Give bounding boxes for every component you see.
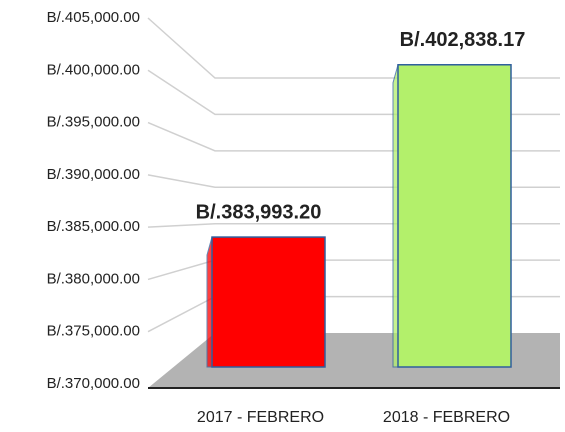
y-tick-label: B/.390,000.00 — [47, 166, 140, 183]
x-tick-label: 2017 - FEBRERO — [197, 409, 324, 426]
y-tick-label: B/.400,000.00 — [47, 61, 140, 78]
y-tick-label: B/.370,000.00 — [47, 375, 140, 392]
y-tick-label: B/.395,000.00 — [47, 114, 140, 131]
y-tick-label: B/.375,000.00 — [47, 323, 140, 340]
y-tick-label: B/.380,000.00 — [47, 270, 140, 287]
value-label: B/.383,993.20 — [196, 201, 322, 223]
y-tick-label: B/.405,000.00 — [47, 9, 140, 26]
x-tick-label: 2018 - FEBRERO — [383, 409, 510, 426]
bar — [211, 236, 326, 368]
bar — [397, 64, 512, 368]
value-label: B/.402,838.17 — [400, 29, 526, 51]
y-tick-label: B/.385,000.00 — [47, 218, 140, 235]
